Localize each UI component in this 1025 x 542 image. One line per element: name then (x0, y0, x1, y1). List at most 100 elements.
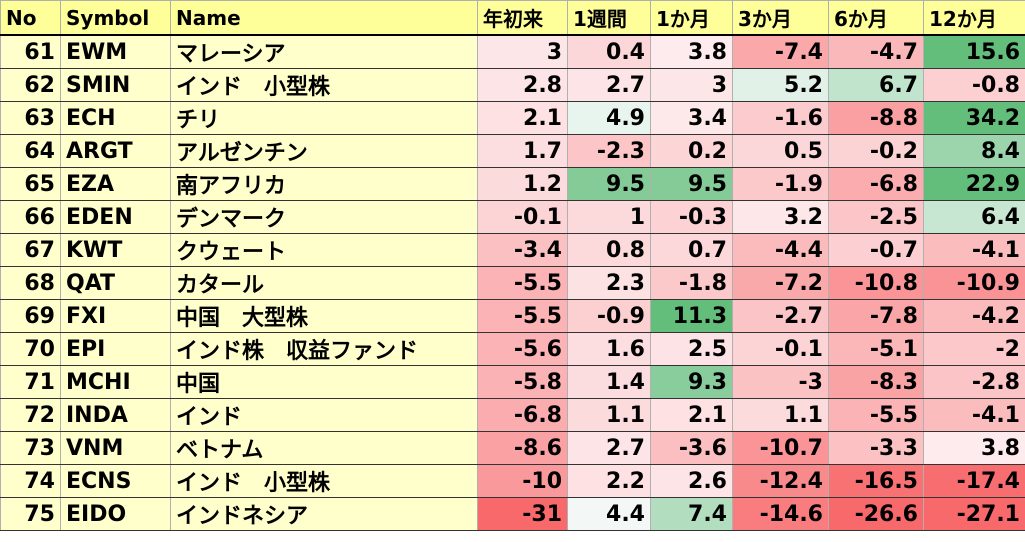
return-cell: 2.7 (567, 431, 651, 465)
return-cell: -5.5 (477, 266, 568, 300)
return-cell: 2.5 (650, 332, 733, 366)
symbol-cell: QAT (60, 266, 171, 300)
name-cell: カタール (170, 266, 478, 300)
return-cell: 6.4 (923, 200, 1025, 234)
table-body: 61 EWM マレーシア 3 0.4 3.8 -7.4 -4.7 15.6 62 SMIN インド 小… (0, 34, 1025, 531)
column-header: No (0, 0, 61, 36)
return-cell: 11.3 (650, 299, 733, 333)
column-header: Name (170, 0, 478, 36)
table-row: 70 EPI インド株 収益ファンド -5.6 1.6 2.5 -0.1 -5.1 -2 (0, 332, 1025, 366)
return-cell: -8.3 (828, 365, 924, 399)
return-cell: -10.7 (732, 431, 829, 465)
return-cell: -5.5 (828, 398, 924, 432)
rank-cell: 61 (0, 34, 61, 69)
return-cell: 7.4 (650, 497, 733, 531)
return-cell: -5.1 (828, 332, 924, 366)
return-cell: 0.5 (732, 134, 829, 168)
return-cell: -4.2 (923, 299, 1025, 333)
return-cell: -6.8 (828, 167, 924, 201)
name-cell: デンマーク (170, 200, 478, 234)
return-cell: 1.1 (732, 398, 829, 432)
return-cell: -0.1 (732, 332, 829, 366)
return-cell: -2.7 (732, 299, 829, 333)
name-cell: インド (170, 398, 478, 432)
return-cell: -0.3 (650, 200, 733, 234)
return-cell: 5.2 (732, 68, 829, 102)
return-cell: -1.9 (732, 167, 829, 201)
rank-cell: 63 (0, 101, 61, 135)
symbol-cell: MCHI (60, 365, 171, 399)
column-header: 1週間 (567, 0, 651, 36)
return-cell: -10 (477, 464, 568, 498)
return-cell: -5.6 (477, 332, 568, 366)
return-cell: -4.4 (732, 233, 829, 267)
name-cell: 中国 (170, 365, 478, 399)
return-cell: -0.7 (828, 233, 924, 267)
rank-cell: 64 (0, 134, 61, 168)
return-cell: 9.5 (650, 167, 733, 201)
return-cell: -8.8 (828, 101, 924, 135)
rank-cell: 67 (0, 233, 61, 267)
return-cell: 9.3 (650, 365, 733, 399)
return-cell: -3 (732, 365, 829, 399)
name-cell: チリ (170, 101, 478, 135)
rank-cell: 74 (0, 464, 61, 498)
return-cell: -31 (477, 497, 568, 531)
symbol-cell: INDA (60, 398, 171, 432)
return-cell: 1.4 (567, 365, 651, 399)
rank-cell: 72 (0, 398, 61, 432)
return-cell: 1.6 (567, 332, 651, 366)
return-cell: 6.7 (828, 68, 924, 102)
symbol-cell: FXI (60, 299, 171, 333)
return-cell: -0.1 (477, 200, 568, 234)
rank-cell: 62 (0, 68, 61, 102)
return-cell: 1.1 (567, 398, 651, 432)
return-cell: -4.7 (828, 34, 924, 69)
name-cell: ベトナム (170, 431, 478, 465)
return-cell: -10.8 (828, 266, 924, 300)
table-row: 71 MCHI 中国 -5.8 1.4 9.3 -3 -8.3 -2.8 (0, 365, 1025, 399)
rank-cell: 73 (0, 431, 61, 465)
performance-table: No Symbol Name 年初来 1週間 1か月 3か月 6か月 12か月 61 EWM マレー… (0, 0, 1025, 531)
return-cell: 3.8 (650, 34, 733, 69)
table-row: 64 ARGT アルゼンチン 1.7 -2.3 0.2 0.5 -0.2 8.4 (0, 134, 1025, 168)
table-row: 63 ECH チリ 2.1 4.9 3.4 -1.6 -8.8 34.2 (0, 101, 1025, 135)
return-cell: 8.4 (923, 134, 1025, 168)
name-cell: インド 小型株 (170, 68, 478, 102)
name-cell: マレーシア (170, 34, 478, 69)
return-cell: -4.1 (923, 398, 1025, 432)
return-cell: 3 (477, 34, 568, 69)
return-cell: 2.1 (477, 101, 568, 135)
return-cell: 0.2 (650, 134, 733, 168)
symbol-cell: SMIN (60, 68, 171, 102)
return-cell: 3.4 (650, 101, 733, 135)
return-cell: 2.2 (567, 464, 651, 498)
return-cell: -5.8 (477, 365, 568, 399)
return-cell: 0.8 (567, 233, 651, 267)
symbol-cell: EZA (60, 167, 171, 201)
return-cell: 2.7 (567, 68, 651, 102)
return-cell: -7.2 (732, 266, 829, 300)
return-cell: 22.9 (923, 167, 1025, 201)
symbol-cell: ARGT (60, 134, 171, 168)
return-cell: 1.7 (477, 134, 568, 168)
return-cell: -2.3 (567, 134, 651, 168)
return-cell: -0.8 (923, 68, 1025, 102)
name-cell: インド株 収益ファンド (170, 332, 478, 366)
column-header: 年初来 (477, 0, 568, 36)
symbol-cell: ECNS (60, 464, 171, 498)
return-cell: 2.1 (650, 398, 733, 432)
table-row: 74 ECNS インド 小型株 -10 2.2 2.6 -12.4 -16.5 -17.4 (0, 464, 1025, 498)
rank-cell: 71 (0, 365, 61, 399)
rank-cell: 68 (0, 266, 61, 300)
symbol-cell: EWM (60, 34, 171, 69)
table-row: 75 EIDO インドネシア -31 4.4 7.4 -14.6 -26.6 -27.1 (0, 497, 1025, 531)
return-cell: -12.4 (732, 464, 829, 498)
table-row: 69 FXI 中国 大型株 -5.5 -0.9 11.3 -2.7 -7.8 -4.2 (0, 299, 1025, 333)
return-cell: 15.6 (923, 34, 1025, 69)
column-header: 3か月 (732, 0, 829, 36)
symbol-cell: ECH (60, 101, 171, 135)
rank-cell: 65 (0, 167, 61, 201)
name-cell: インド 小型株 (170, 464, 478, 498)
